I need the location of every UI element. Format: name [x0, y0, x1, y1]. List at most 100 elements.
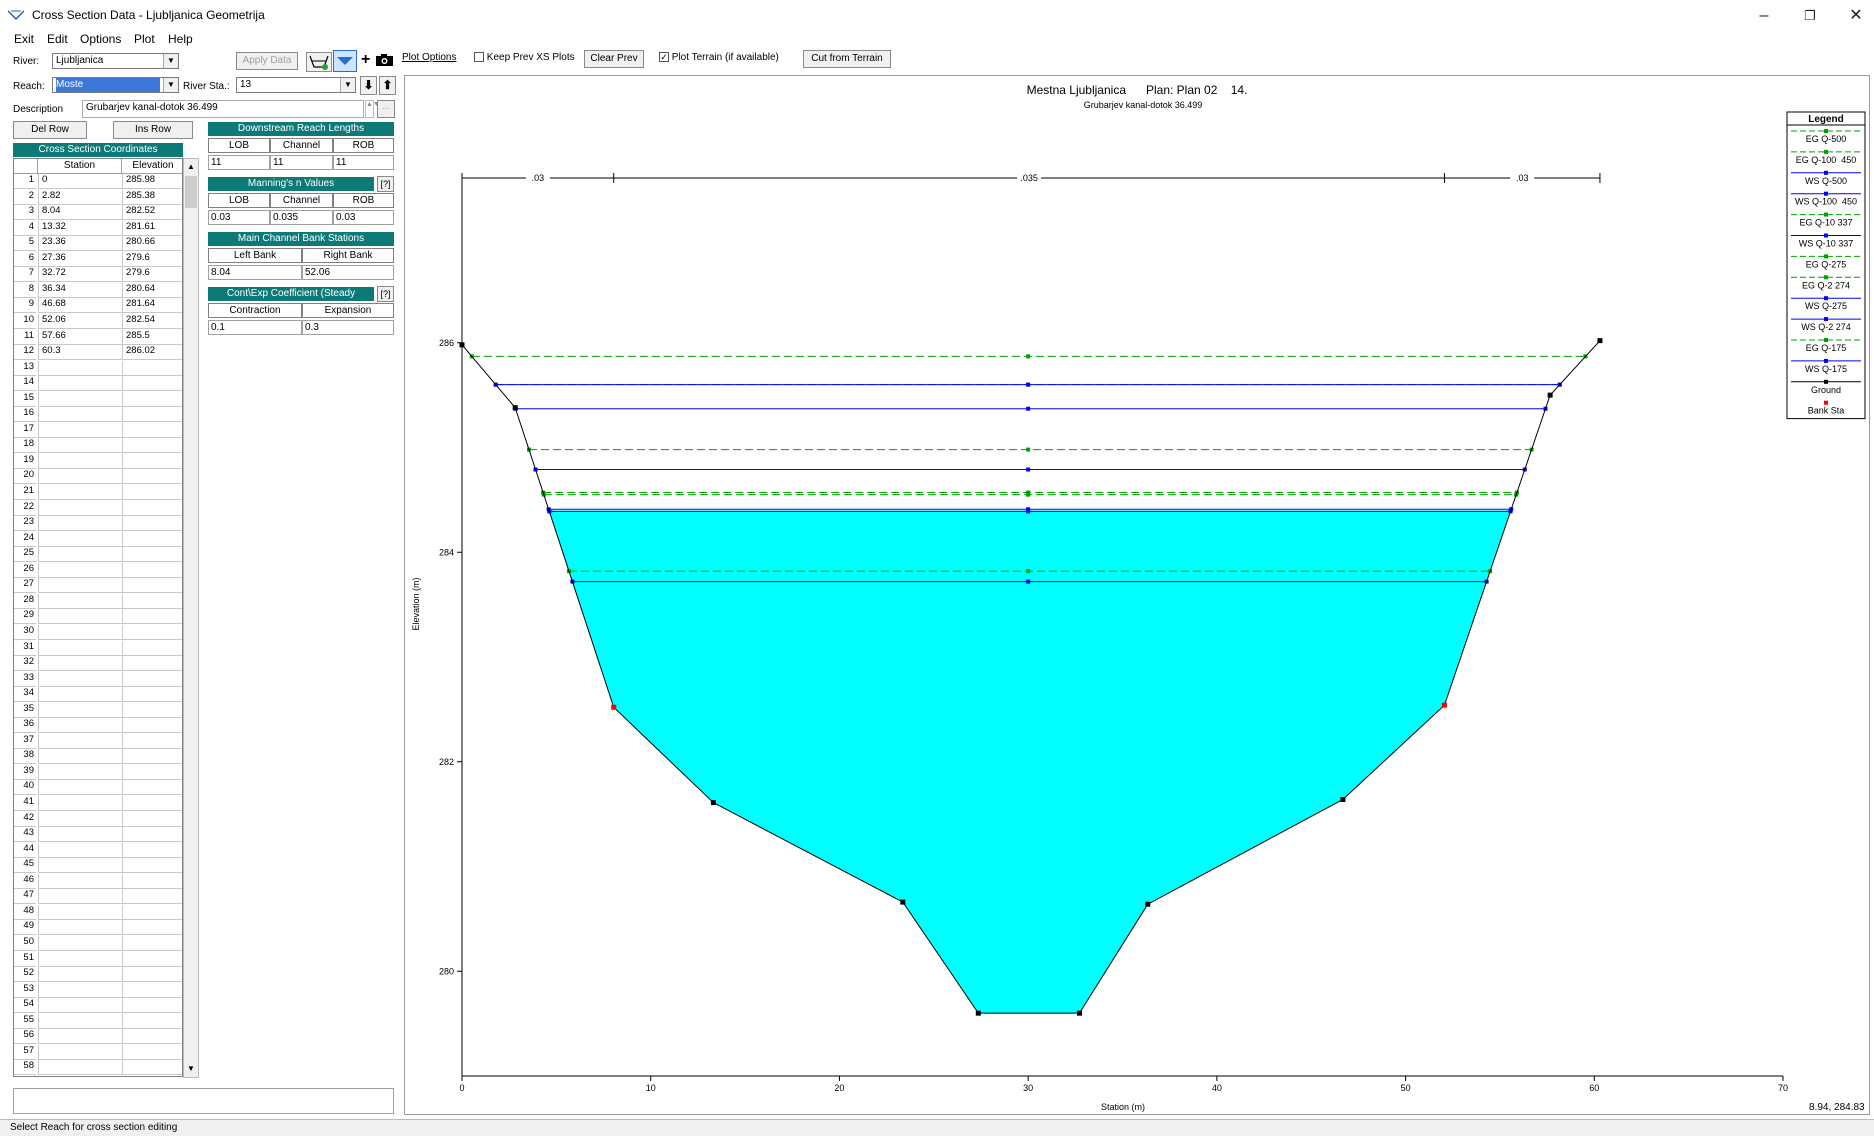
table-row[interactable]: 58 — [14, 1060, 182, 1076]
station-cell[interactable] — [38, 687, 122, 703]
table-row[interactable]: 29 — [14, 609, 182, 625]
station-cell[interactable] — [38, 967, 122, 983]
station-cell[interactable] — [38, 422, 122, 438]
elevation-cell[interactable] — [122, 500, 182, 516]
menu-options[interactable]: Options — [80, 32, 122, 46]
station-cell[interactable] — [38, 640, 122, 656]
description-more-button[interactable]: ... — [377, 100, 395, 118]
keep-prev-checkbox[interactable]: Keep Prev XS Plots — [474, 52, 575, 63]
elevation-cell[interactable] — [122, 1060, 182, 1076]
table-row[interactable]: 43 — [14, 827, 182, 843]
elevation-cell[interactable] — [122, 733, 182, 749]
station-cell[interactable] — [38, 873, 122, 889]
restore-button[interactable]: ❐ — [1804, 8, 1816, 23]
station-cell[interactable] — [38, 904, 122, 920]
table-row[interactable]: 44 — [14, 842, 182, 858]
station-cell[interactable] — [38, 889, 122, 905]
station-cell[interactable] — [38, 438, 122, 454]
description-input[interactable]: Grubarjev kanal-dotok 36.499 — [82, 100, 364, 118]
station-cell[interactable] — [38, 500, 122, 516]
table-row[interactable]: 11 57.66 285.5 — [14, 329, 182, 345]
table-row[interactable]: 40 — [14, 780, 182, 796]
table-row[interactable]: 47 — [14, 889, 182, 905]
table-row[interactable]: 21 — [14, 485, 182, 500]
plot-ws-tool-button[interactable] — [333, 50, 357, 72]
station-cell[interactable] — [38, 780, 122, 796]
elevation-cell[interactable] — [122, 593, 182, 609]
station-cell[interactable]: 57.66 — [38, 329, 122, 345]
elevation-cell[interactable] — [122, 998, 182, 1014]
table-row[interactable]: 14 — [14, 376, 182, 392]
station-cell[interactable] — [38, 453, 122, 469]
station-cell[interactable] — [38, 656, 122, 672]
table-row[interactable]: 24 — [14, 531, 182, 547]
elevation-cell[interactable] — [122, 951, 182, 967]
reach-length-channel-input[interactable]: 11 — [270, 155, 333, 170]
notes-box[interactable] — [13, 1088, 394, 1114]
scroll-down-icon[interactable]: ▼ — [187, 1064, 195, 1073]
table-row[interactable]: 52 — [14, 967, 182, 983]
station-cell[interactable] — [38, 764, 122, 780]
elevation-cell[interactable] — [122, 1029, 182, 1045]
elevation-cell[interactable] — [122, 562, 182, 578]
elevation-cell[interactable] — [122, 687, 182, 703]
table-row[interactable]: 13 — [14, 360, 182, 376]
elevation-cell[interactable] — [122, 796, 182, 811]
table-row[interactable]: 27 — [14, 578, 182, 594]
table-row[interactable]: 55 — [14, 1013, 182, 1029]
table-row[interactable]: 50 — [14, 935, 182, 951]
table-row[interactable]: 28 — [14, 593, 182, 609]
elevation-cell[interactable] — [122, 453, 182, 469]
table-row[interactable]: 34 — [14, 687, 182, 703]
elevation-cell[interactable] — [122, 842, 182, 858]
reach-length-lob-input[interactable]: 11 — [208, 155, 270, 170]
table-row[interactable]: 22 — [14, 500, 182, 516]
elevation-cell[interactable] — [122, 547, 182, 563]
elevation-cell[interactable] — [122, 827, 182, 843]
elevation-cell[interactable] — [122, 718, 182, 734]
station-cell[interactable] — [38, 718, 122, 734]
elevation-cell[interactable] — [122, 889, 182, 905]
river-select[interactable]: Ljubljanica ▼ — [52, 53, 179, 69]
station-cell[interactable] — [38, 796, 122, 811]
camera-button[interactable] — [375, 53, 395, 67]
table-row[interactable]: 30 — [14, 624, 182, 640]
station-cell[interactable]: 32.72 — [38, 267, 122, 283]
edit-xs-tool-button[interactable] — [306, 52, 332, 72]
elevation-cell[interactable] — [122, 702, 182, 718]
apply-data-button[interactable]: Apply Data — [236, 52, 298, 70]
close-button[interactable]: ✕ — [1849, 7, 1863, 24]
station-cell[interactable] — [38, 609, 122, 625]
table-row[interactable]: 35 — [14, 702, 182, 718]
table-row[interactable]: 48 — [14, 904, 182, 920]
description-spinner[interactable]: ▲▼ — [365, 100, 380, 118]
station-cell[interactable] — [38, 516, 122, 532]
table-row[interactable]: 39 — [14, 764, 182, 780]
menu-edit[interactable]: Edit — [47, 32, 68, 46]
clear-prev-button[interactable]: Clear Prev — [584, 50, 644, 68]
elevation-cell[interactable] — [122, 920, 182, 936]
contraction-input[interactable]: 0.1 — [208, 320, 302, 335]
station-cell[interactable] — [38, 1029, 122, 1045]
table-row[interactable]: 33 — [14, 671, 182, 687]
elevation-cell[interactable] — [122, 780, 182, 796]
elevation-cell[interactable]: 279.6 — [122, 267, 182, 283]
table-row[interactable]: 54 — [14, 998, 182, 1014]
station-cell[interactable]: 36.34 — [38, 282, 122, 298]
menu-help[interactable]: Help — [168, 32, 193, 46]
station-cell[interactable] — [38, 376, 122, 392]
elevation-cell[interactable] — [122, 531, 182, 547]
elevation-cell[interactable] — [122, 904, 182, 920]
table-row[interactable]: 53 — [14, 982, 182, 998]
table-row[interactable]: 31 — [14, 640, 182, 656]
station-cell[interactable] — [38, 842, 122, 858]
menu-exit[interactable]: Exit — [14, 32, 35, 46]
table-row[interactable]: 3 8.04 282.52 — [14, 205, 182, 221]
next-station-up-button[interactable]: ⬆ — [379, 76, 396, 95]
mannings-rob-input[interactable]: 0.03 — [333, 210, 394, 225]
expansion-input[interactable]: 0.3 — [302, 320, 394, 335]
table-row[interactable]: 5 23.36 280.66 — [14, 236, 182, 252]
table-row[interactable]: 8 36.34 280.64 — [14, 282, 182, 298]
elevation-cell[interactable]: 281.61 — [122, 220, 182, 236]
station-cell[interactable] — [38, 1060, 122, 1076]
